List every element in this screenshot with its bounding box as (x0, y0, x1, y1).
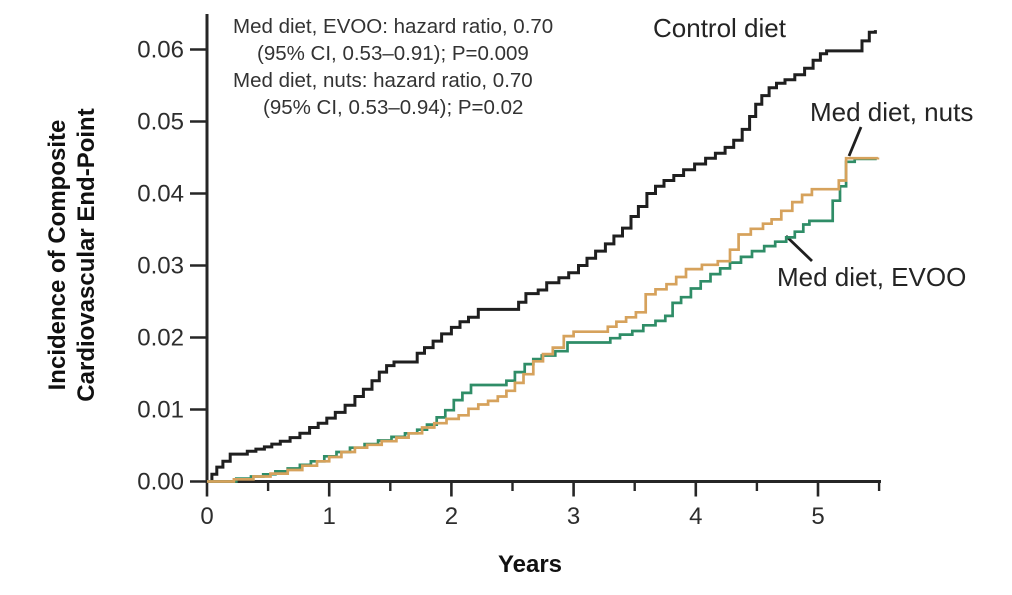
y-tick-label-0.02: 0.02 (137, 325, 184, 352)
y-tick-label-0.04: 0.04 (137, 181, 184, 208)
series-label-med-diet-nuts: Med diet, nuts (810, 97, 974, 127)
series-line-control (207, 30, 877, 483)
leader-line-med-diet-nuts (847, 126, 863, 157)
x-axis-title: Years (497, 551, 563, 578)
y-tick-label-0.06: 0.06 (137, 37, 184, 64)
y-axis-title: Incidence of Composite Cardiovascular En… (43, 65, 101, 445)
y-tick-label-0.05: 0.05 (137, 109, 184, 136)
series-line-med-diet-evoo (207, 157, 877, 483)
series-label-control-diet: Control diet (653, 13, 786, 43)
y-axis-title-line2: Cardiovascular End-Point (73, 108, 100, 402)
y-tick-label-0.01: 0.01 (137, 397, 184, 424)
x-tick-label-3: 3 (567, 503, 580, 530)
x-tick-label-2: 2 (445, 503, 458, 530)
annotation-line-evoo-hazard-ratio: Med diet, EVOO: hazard ratio, 0.70 (233, 15, 554, 38)
y-tick-label-0.00: 0.00 (137, 469, 184, 496)
annotation-line-nuts-ci: (95% CI, 0.53–0.94); P=0.02 (263, 96, 524, 119)
y-tick-label-0.03: 0.03 (137, 253, 184, 280)
x-tick-label-5: 5 (811, 503, 824, 530)
leader-line-med-diet-evoo (785, 234, 813, 263)
annotation-line-evoo-ci: (95% CI, 0.53–0.91); P=0.009 (257, 42, 529, 65)
x-tick-label-1: 1 (323, 503, 336, 530)
annotation-line-nuts-hazard-ratio: Med diet, nuts: hazard ratio, 0.70 (233, 69, 533, 92)
x-tick-label-4: 4 (689, 503, 702, 530)
series-line-med-diet-nuts (207, 156, 880, 483)
hazard-ratio-annotation: Med diet, EVOO: hazard ratio, 0.70 (95% … (233, 13, 553, 121)
y-axis-title-line1: Incidence of Composite (44, 119, 71, 391)
series-label-med-diet-evoo: Med diet, EVOO (777, 262, 967, 292)
x-tick-label-0: 0 (200, 503, 213, 530)
